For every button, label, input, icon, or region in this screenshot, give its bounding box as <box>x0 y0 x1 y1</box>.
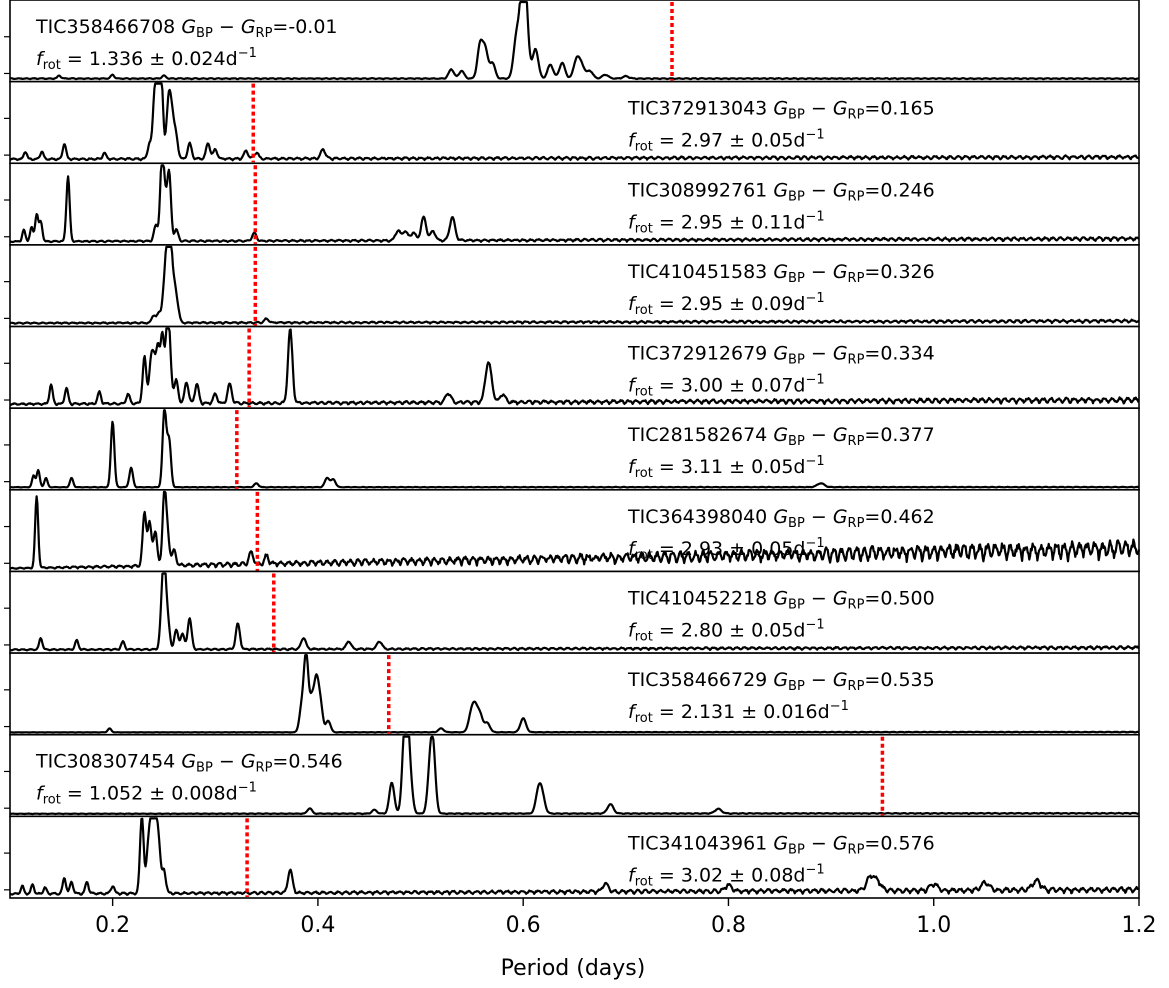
panel-frame <box>9 80 1140 165</box>
periodogram-line <box>9 490 1141 570</box>
rotation-frequency-label: frot = 2.95 ± 0.11d−1 <box>628 209 825 236</box>
panel-frame <box>9 733 1140 818</box>
rotation-frequency-label: frot = 2.131 ± 0.016d−1 <box>628 699 849 726</box>
panel-TIC341043961: TIC341043961 GBP − GRP=0.576 frot = 3.02 … <box>4 815 1140 899</box>
x-axis-label: Period (days) <box>501 956 646 981</box>
panel-frame <box>9 815 1140 899</box>
rotation-frequency-label: frot = 3.00 ± 0.07d−1 <box>628 373 825 400</box>
periodogram-line <box>9 0 1140 81</box>
panel-TIC358466729: TIC358466729 GBP − GRP=0.535 frot = 2.131… <box>4 652 1140 736</box>
periodogram-line <box>9 409 1140 489</box>
rotation-frequency-label: frot = 1.052 ± 0.008d−1 <box>36 781 257 808</box>
x-axis: 0.2 0.4 0.6 0.8 1.0 1.2 <box>95 898 1157 938</box>
x-tick-label: 1.2 <box>1122 913 1157 938</box>
periodogram-line <box>9 327 1140 407</box>
panel-TIC281582674: TIC281582674 GBP − GRP=0.377 frot = 3.11 … <box>4 407 1140 491</box>
panel-TIC372913043: TIC372913043 GBP − GRP=0.165 frot = 2.97 … <box>4 80 1140 165</box>
panel-frame <box>9 244 1140 328</box>
panel-TIC358466708: TIC358466708 GBP − GRP=-0.01 frot = 1.336… <box>4 0 1140 83</box>
panel-TIC364398040: TIC364398040 GBP − GRP=0.462 frot = 2.93 … <box>4 489 1141 573</box>
star-label: TIC372913043 GBP − GRP=0.165 <box>627 98 935 123</box>
star-label: TIC308992761 GBP − GRP=0.246 <box>627 179 935 204</box>
star-label: TIC410452218 GBP − GRP=0.500 <box>627 587 935 612</box>
panel-TIC372912679: TIC372912679 GBP − GRP=0.334 frot = 3.00 … <box>4 325 1140 409</box>
periodogram-line <box>9 245 1140 325</box>
star-label: TIC372912679 GBP − GRP=0.334 <box>627 343 935 368</box>
panel-frame <box>9 570 1140 654</box>
star-label: TIC364398040 GBP − GRP=0.462 <box>627 506 935 531</box>
x-tick-label: 1.0 <box>916 913 951 938</box>
panel-frame <box>9 162 1140 246</box>
rotation-frequency-label: frot = 2.95 ± 0.09d−1 <box>628 291 825 318</box>
star-label: TIC410451583 GBP − GRP=0.326 <box>627 261 935 286</box>
star-label: TIC281582674 GBP − GRP=0.377 <box>627 424 935 449</box>
panel-TIC410452218: TIC410452218 GBP − GRP=0.500 frot = 2.80 … <box>4 570 1140 654</box>
panels-group: TIC358466708 GBP − GRP=-0.01 frot = 1.336… <box>4 0 1141 899</box>
periodogram-line <box>9 82 1140 162</box>
x-tick-label: 0.8 <box>711 913 746 938</box>
star-label: TIC358466729 GBP − GRP=0.535 <box>627 669 935 694</box>
x-tick-label: 0.4 <box>300 913 335 938</box>
star-label: TIC341043961 GBP − GRP=0.576 <box>627 832 935 857</box>
star-label: TIC308307454 GBP − GRP=0.546 <box>35 751 343 776</box>
periodogram-line <box>9 735 1140 816</box>
panel-TIC410451583: TIC410451583 GBP − GRP=0.326 frot = 2.95 … <box>4 244 1140 328</box>
periodogram-line <box>9 572 1140 652</box>
periodogram-line <box>9 817 1140 896</box>
panel-TIC308992761: TIC308992761 GBP − GRP=0.246 frot = 2.95 … <box>4 162 1140 246</box>
periodogram-line <box>9 164 1140 244</box>
rotation-frequency-label: frot = 2.97 ± 0.05d−1 <box>628 128 825 155</box>
panel-TIC308307454: TIC308307454 GBP − GRP=0.546 frot = 1.052… <box>4 733 1140 818</box>
rotation-frequency-label: frot = 3.02 ± 0.08d−1 <box>628 862 825 889</box>
periodogram-line <box>9 653 1140 734</box>
rotation-frequency-label: frot = 2.80 ± 0.05d−1 <box>628 617 825 644</box>
rotation-frequency-label: frot = 3.11 ± 0.05d−1 <box>628 454 825 481</box>
panel-frame <box>9 652 1140 736</box>
star-label: TIC358466708 GBP − GRP=-0.01 <box>35 16 338 41</box>
rotation-frequency-label: frot = 1.336 ± 0.024d−1 <box>36 46 257 73</box>
panel-frame <box>9 407 1140 491</box>
x-tick-label: 0.6 <box>506 913 541 938</box>
x-tick-label: 0.2 <box>95 913 130 938</box>
rotation-frequency-label: frot = 2.93 ± 0.05d−1 <box>628 536 825 563</box>
